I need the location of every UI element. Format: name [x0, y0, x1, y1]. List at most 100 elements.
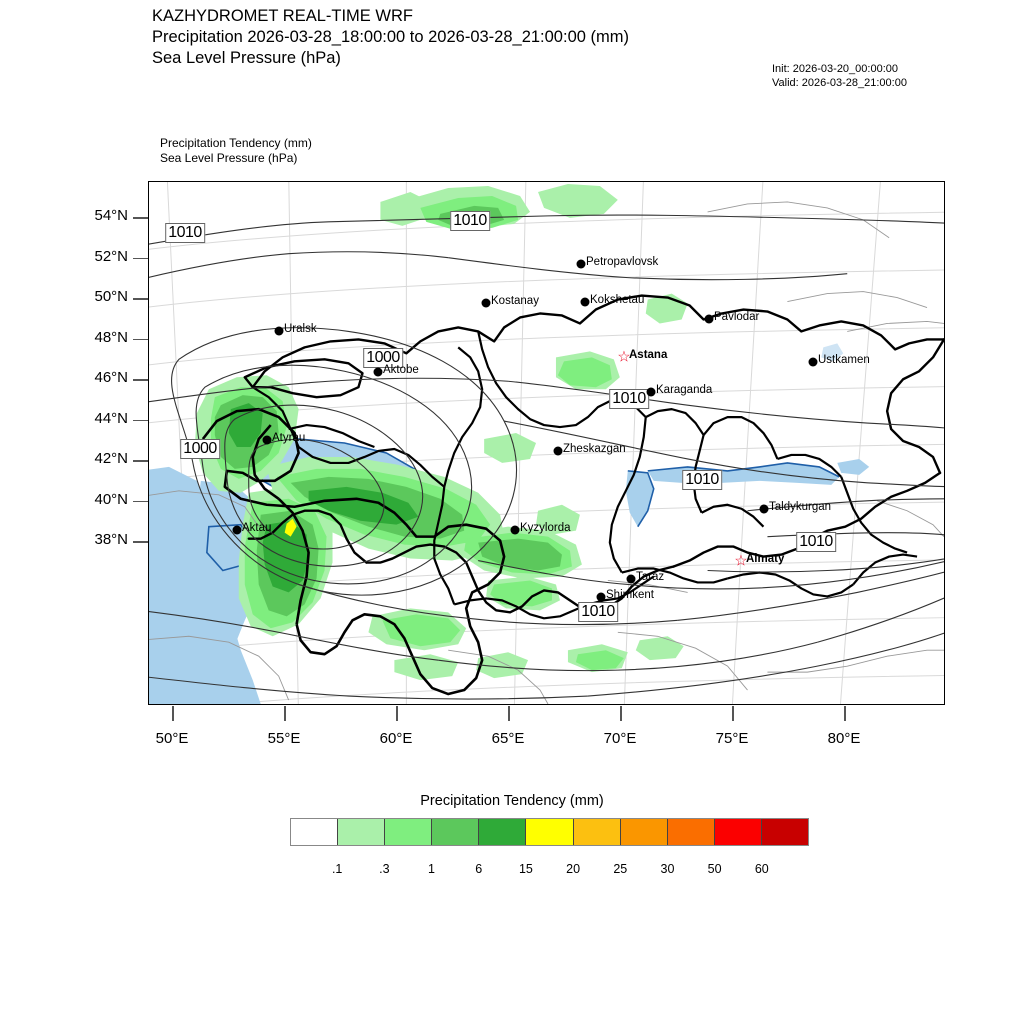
city-dot-icon — [274, 326, 284, 336]
colorbar-swatch — [385, 819, 433, 845]
colorbar-swatch — [432, 819, 480, 845]
lon-tick-label: 55°E — [267, 730, 301, 747]
colorbar-tick-label: 60 — [754, 862, 769, 876]
colorbar-tick-label: .1 — [331, 862, 343, 876]
city-label: Uralsk — [284, 323, 317, 335]
pressure-label: 1000 — [180, 439, 220, 459]
lat-tick-mark — [133, 217, 148, 219]
colorbar-title: Precipitation Tendency (mm) — [420, 793, 604, 809]
pressure-label: 1000 — [363, 348, 403, 368]
city-label: Aktau — [242, 522, 272, 534]
pressure-contours — [149, 214, 944, 700]
colorbar-ticks: .1 .3 1 6 15 20 25 30 50 60 — [290, 862, 809, 882]
lat-tick-mark — [133, 257, 148, 259]
lat-tick-label: 44°N — [94, 409, 128, 427]
city-label: Petropavlovsk — [586, 256, 659, 268]
city-label: Kyzylorda — [520, 522, 571, 534]
city-dot-icon — [704, 314, 714, 324]
lon-tick-mark — [396, 706, 398, 721]
city-label: Almaty — [746, 553, 785, 565]
lon-tick-label: 70°E — [603, 730, 637, 747]
colorbar-swatch — [291, 819, 339, 845]
city-label: Karaganda — [656, 384, 713, 396]
lat-tick-mark — [133, 419, 148, 421]
city-dot-icon — [580, 297, 590, 307]
city-dot-icon — [759, 504, 769, 514]
city-dot-icon — [232, 525, 242, 535]
city-label: Kokshetau — [590, 294, 645, 306]
city-label: Pavlodar — [714, 311, 760, 323]
city-dot-icon — [481, 298, 491, 308]
title-line-2: Precipitation 2026-03-28_18:00:00 to 202… — [152, 28, 629, 46]
lat-tick-mark — [133, 379, 148, 381]
caption-precip: Precipitation Tendency (mm) — [160, 136, 312, 150]
weather-map[interactable]: 1010 1010 1000 1000 1010 1010 1010 1010 … — [148, 181, 945, 705]
lat-tick-label: 46°N — [94, 369, 128, 386]
lon-tick-mark — [620, 706, 622, 721]
lon-tick-mark — [732, 706, 734, 721]
valid-time: Valid: 2026-03-28_21:00:00 — [772, 76, 907, 89]
lat-tick-label: 52°N — [94, 247, 128, 265]
city-label: Aktobe — [383, 364, 419, 376]
colorbar-swatch — [714, 819, 762, 845]
colorbar-swatch — [573, 819, 621, 845]
lon-tick-mark — [508, 706, 510, 721]
lon-tick-mark — [284, 706, 286, 721]
colorbar[interactable] — [290, 818, 809, 846]
lat-tick-mark — [133, 460, 148, 462]
colorbar-swatch — [479, 819, 527, 845]
colorbar-tick-label: 1 — [428, 862, 435, 876]
lat-tick-label: 54°N — [94, 207, 128, 224]
city-dot-icon — [596, 592, 606, 602]
city-label: Ustkamen — [818, 354, 870, 366]
pressure-label: 1010 — [578, 602, 618, 622]
colorbar-tick-label: 20 — [566, 862, 581, 876]
capital-star-icon: ☆ — [617, 348, 631, 366]
kazakhstan-border — [201, 407, 506, 696]
lat-tick-mark — [133, 338, 148, 340]
pressure-label: 1010 — [165, 223, 205, 243]
city-dot-icon — [262, 435, 272, 445]
lat-tick-mark — [133, 541, 148, 543]
city-dot-icon — [646, 387, 656, 397]
lat-tick-label: 40°N — [94, 490, 128, 508]
lon-tick-label: 60°E — [379, 730, 413, 747]
map-canvas — [149, 182, 944, 704]
lat-tick-label: 38°N — [94, 531, 128, 548]
pressure-label: 1010 — [682, 470, 722, 490]
lon-tick-label: 65°E — [491, 730, 525, 747]
page-title: KAZHYDROMET REAL-TIME WRF Precipitation … — [152, 6, 629, 69]
colorbar-swatch — [761, 819, 809, 845]
city-label: Kostanay — [491, 295, 539, 307]
precip-layer-15 — [284, 518, 297, 537]
city-dot-icon — [626, 574, 636, 584]
city-label: Astana — [629, 349, 668, 361]
colorbar-tick-label: 50 — [707, 862, 722, 876]
city-label: Atyrau — [272, 432, 306, 444]
lat-tick-label: 42°N — [94, 450, 128, 467]
lat-tick-label: 50°N — [94, 288, 128, 305]
colorbar-tick-label: 25 — [613, 862, 628, 876]
init-time: Init: 2026-03-20_00:00:00 — [772, 63, 898, 75]
pressure-label: 1010 — [796, 532, 836, 552]
city-dot-icon — [808, 357, 818, 367]
lat-tick-label: 48°N — [94, 328, 128, 346]
lon-tick-mark — [172, 706, 174, 721]
lon-tick-label: 50°E — [155, 730, 189, 747]
lon-tick-label: 75°E — [715, 730, 749, 747]
city-dot-icon — [553, 446, 563, 456]
city-label: Shimkent — [606, 589, 654, 601]
neighbor-borders — [149, 201, 944, 704]
map-caption: Precipitation Tendency (mm) Sea Level Pr… — [160, 136, 312, 166]
colorbar-swatch — [667, 819, 715, 845]
capital-star-icon: ☆ — [734, 552, 748, 570]
city-label: Zheskazgan — [563, 443, 626, 455]
colorbar-tick-label: .3 — [379, 862, 390, 876]
title-line-1: KAZHYDROMET REAL-TIME WRF — [152, 7, 413, 25]
lon-tick-mark — [844, 706, 846, 721]
city-label: Taraz — [636, 571, 665, 583]
caption-pressure: Sea Level Pressure (hPa) — [160, 151, 298, 165]
city-dot-icon — [373, 367, 383, 377]
city-dot-icon — [510, 525, 520, 535]
pressure-label: 1010 — [609, 389, 649, 409]
